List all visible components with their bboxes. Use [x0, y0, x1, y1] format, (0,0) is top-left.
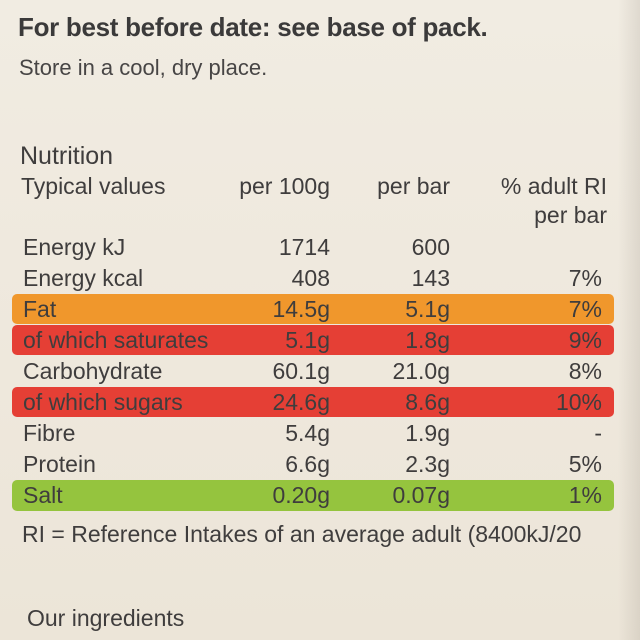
nutrition-row-energy-kj: Energy kJ 1714 600: [0, 232, 640, 263]
nutrition-row-fat: Fat 14.5g 5.1g 7%: [0, 294, 640, 325]
value-per-100g: 0.20g: [272, 482, 330, 508]
column-header-ri: % adult RI: [500, 173, 607, 199]
value-ri: 8%: [568, 358, 602, 384]
nutrition-row-sugars: of which sugars 24.6g 8.6g 10%: [0, 387, 640, 418]
nutrition-row-carbohydrate: Carbohydrate 60.1g 21.0g 8%: [0, 356, 640, 387]
value-per-bar: 1.9g: [405, 420, 450, 446]
saturates-highlight-band: [12, 325, 614, 355]
value-ri: 7%: [568, 296, 602, 322]
nutrient-name: of which saturates: [23, 327, 209, 353]
nutrient-name: Fat: [23, 296, 57, 322]
value-per-bar: 143: [411, 265, 450, 291]
column-header-ri-per-bar: per bar: [534, 202, 607, 228]
value-per-100g: 6.6g: [285, 451, 330, 477]
nutrition-heading: Nutrition: [20, 142, 114, 170]
nutrient-name: of which sugars: [23, 389, 183, 415]
value-per-100g: 408: [291, 265, 330, 291]
value-ri: 5%: [568, 451, 602, 477]
value-per-bar: 2.3g: [405, 451, 450, 477]
value-per-100g: 5.1g: [285, 327, 330, 353]
value-ri: 7%: [568, 265, 602, 291]
column-header-per-100g: per 100g: [239, 173, 330, 199]
package-edge-shadow: [618, 0, 640, 640]
value-per-bar: 21.0g: [392, 358, 450, 384]
nutrition-row-salt: Salt 0.20g 0.07g 1%: [0, 480, 640, 511]
sugars-highlight-band: [12, 387, 614, 417]
value-per-bar: 600: [411, 234, 450, 260]
value-per-bar: 8.6g: [405, 389, 450, 415]
value-per-bar: 1.8g: [405, 327, 450, 353]
value-per-100g: 1714: [278, 234, 330, 260]
value-per-100g: 5.4g: [285, 420, 330, 446]
nutrient-name: Protein: [23, 451, 96, 477]
nutrition-row-fibre: Fibre 5.4g 1.9g -: [0, 418, 640, 449]
value-ri: 10%: [555, 389, 602, 415]
value-per-100g: 24.6g: [272, 389, 330, 415]
nutrient-name: Carbohydrate: [23, 358, 163, 384]
column-header-typical-values: Typical values: [21, 173, 166, 199]
value-ri: 1%: [568, 482, 602, 508]
nutrition-row-protein: Protein 6.6g 2.3g 5%: [0, 449, 640, 480]
value-ri: -: [594, 420, 602, 446]
ingredients-heading: Our ingredients: [27, 605, 185, 631]
nutrient-name: Fibre: [23, 420, 76, 446]
value-per-100g: 14.5g: [272, 296, 330, 322]
nutrient-name: Energy kJ: [23, 234, 126, 260]
ri-footnote: RI = Reference Intakes of an average adu…: [22, 521, 582, 547]
nutrient-name: Energy kcal: [23, 265, 144, 291]
salt-highlight-band: [12, 480, 614, 511]
value-ri: 9%: [568, 327, 602, 353]
fat-highlight-band: [12, 294, 614, 324]
column-header-per-bar: per bar: [377, 173, 450, 199]
storage-instructions: Store in a cool, dry place.: [19, 55, 268, 80]
value-per-bar: 5.1g: [405, 296, 450, 322]
nutrient-name: Salt: [23, 482, 63, 508]
value-per-100g: 60.1g: [272, 358, 330, 384]
value-per-bar: 0.07g: [392, 482, 450, 508]
nutrition-row-saturates: of which saturates 5.1g 1.8g 9%: [0, 325, 640, 356]
nutrition-row-energy-kcal: Energy kcal 408 143 7%: [0, 263, 640, 294]
best-before-note: For best before date: see base of pack.: [18, 12, 488, 42]
